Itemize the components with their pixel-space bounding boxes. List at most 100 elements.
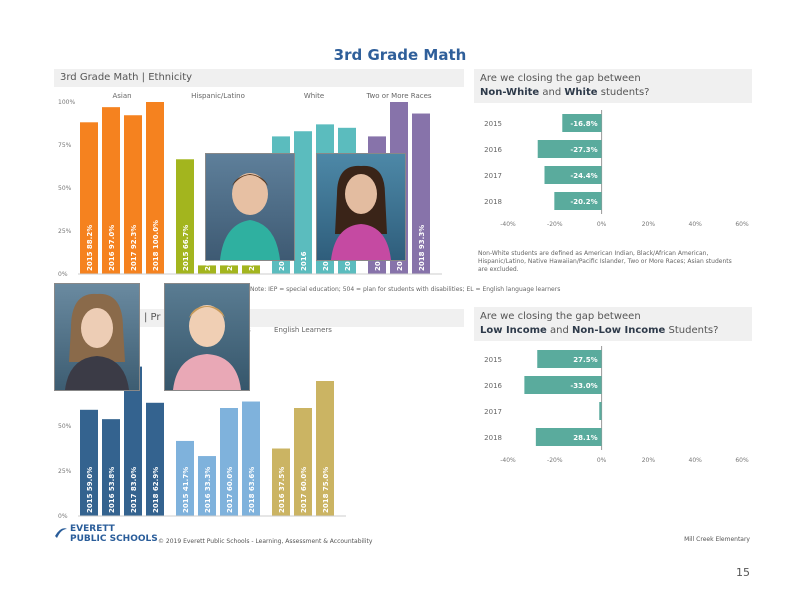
bar [272,448,290,516]
y-tick-label: 50% [58,185,72,192]
program-note: Note: IEP = special education; 504 = pla… [250,286,561,293]
group-label: Two or More Races [365,92,431,100]
gap-income-group-a: Low Income [480,325,547,336]
x-tick-label: 60% [735,457,749,464]
footer-data-note: © 2019 Everett Public Schools - Learning… [158,538,373,545]
bar [146,402,164,516]
gap-bar [535,428,602,446]
student-photo-1 [205,153,295,261]
x-tick-label: -20% [547,221,563,228]
bar-label: 2018 [344,251,352,271]
bar-label: 2018 62.9% [152,467,160,513]
bar-label: 2018 93.3% [418,225,426,271]
gap-white-suffix: students? [600,87,650,98]
gap-white-note: Non-White students are defined as Americ… [478,250,732,273]
bar-label: 2017 60.0% [226,467,234,513]
category-label: 2018 [484,434,502,442]
bar-label: 2016 [374,251,382,271]
bar-label: 2017 [226,251,234,271]
student-photo-2 [316,153,406,261]
gap-bar-label: -1.0% [575,408,597,416]
x-tick-label: -40% [500,457,516,464]
x-tick-label: 0% [597,457,607,464]
y-tick-label: 25% [58,468,72,475]
bar [294,131,312,274]
y-tick-label: 100% [58,99,75,106]
bar [176,440,194,516]
bar-label: 2018 100.0% [152,220,160,271]
y-tick-label: 0% [58,271,68,278]
y-tick-label: 0% [58,513,68,520]
bar [242,401,260,516]
bar [124,366,142,516]
logo-line1: EVERETT [70,524,115,534]
bar [80,122,98,274]
category-label: 2016 [484,146,502,154]
gap-income-and: and [550,325,569,336]
x-tick-label: 20% [642,457,656,464]
bar-label: 2015 66.7% [182,225,190,271]
bar [198,265,216,274]
gap-bar-label: 27.5% [573,356,597,364]
slide-title: 3rd Grade Math [333,46,467,64]
x-tick-label: 20% [642,221,656,228]
gap-income-group-b: Non-Low Income [572,325,666,336]
bar-label: 2018 63.6% [248,467,256,513]
bar [124,115,142,274]
bar-label: 2016 33.3% [204,467,212,513]
x-tick-label: -20% [547,457,563,464]
gap-white-question: Are we closing the gap between Non-White… [474,69,752,103]
gap-bar-label: -24.4% [570,172,597,180]
bar [242,265,260,274]
gap-bar-label: -27.3% [570,146,597,154]
bar [146,102,164,274]
bar-label: 2016 97.0% [108,225,116,271]
page-number: 15 [736,566,750,579]
bar-label: 2015 88.2% [86,225,94,271]
bar [80,409,98,516]
gap-income-chart: 2015 27.5% 2016 -33.0% 2017 -1.0% 2018 28.1% -40… [484,346,749,464]
gap-bar [524,376,602,394]
bar-label: 2017 60.0% [300,467,308,513]
bar [412,113,430,274]
logo-line2: PUBLIC SCHOOLS [70,534,158,544]
gap-bar [599,402,602,420]
bar [220,408,238,516]
x-tick-label: 0% [597,221,607,228]
student-photo-3 [54,283,140,391]
gap-bar-label: 28.1% [573,434,597,442]
gap-bar [537,350,602,368]
bar-label: 2016 [300,251,308,271]
logo-swoosh-icon [55,528,67,538]
bar-label: 2015 [278,251,286,271]
y-tick-label: 75% [58,142,72,149]
ethnicity-panel-title: 3rd Grade Math | Ethnicity [54,69,464,87]
bar [102,107,120,274]
bar-label: 2016 [204,251,212,271]
bar [294,408,312,516]
bar-label: 2017 92.3% [130,225,138,271]
school-name: Mill Creek Elementary [684,536,750,543]
bar-label: 2018 75.0% [322,467,330,513]
gap-income-question-text: Are we closing the gap between [480,311,641,322]
gap-white-group-a: Non-White [480,87,540,98]
gap-bar-label: -20.2% [570,198,597,206]
bar-label: 2017 83.0% [130,467,138,513]
program-chart: 100%75%50%25%0%2015 59.0%2016 53.8%2017 … [58,326,346,520]
x-tick-label: -40% [500,221,516,228]
group-label: White [304,92,324,100]
x-tick-label: 60% [735,221,749,228]
category-label: 2017 [484,408,502,416]
gap-white-and: and [542,87,562,98]
gap-bar [554,192,602,210]
bar-label: 2015 41.7% [182,467,190,513]
gap-income-suffix: Students? [668,325,719,336]
group-label: Asian [112,92,131,100]
x-tick-label: 40% [689,457,703,464]
bar [198,456,216,516]
bar-label: 2015 59.0% [86,467,94,513]
category-label: 2017 [484,172,502,180]
gap-white-group-b: White [564,87,598,98]
x-tick-label: 40% [689,221,703,228]
bar [220,265,238,274]
